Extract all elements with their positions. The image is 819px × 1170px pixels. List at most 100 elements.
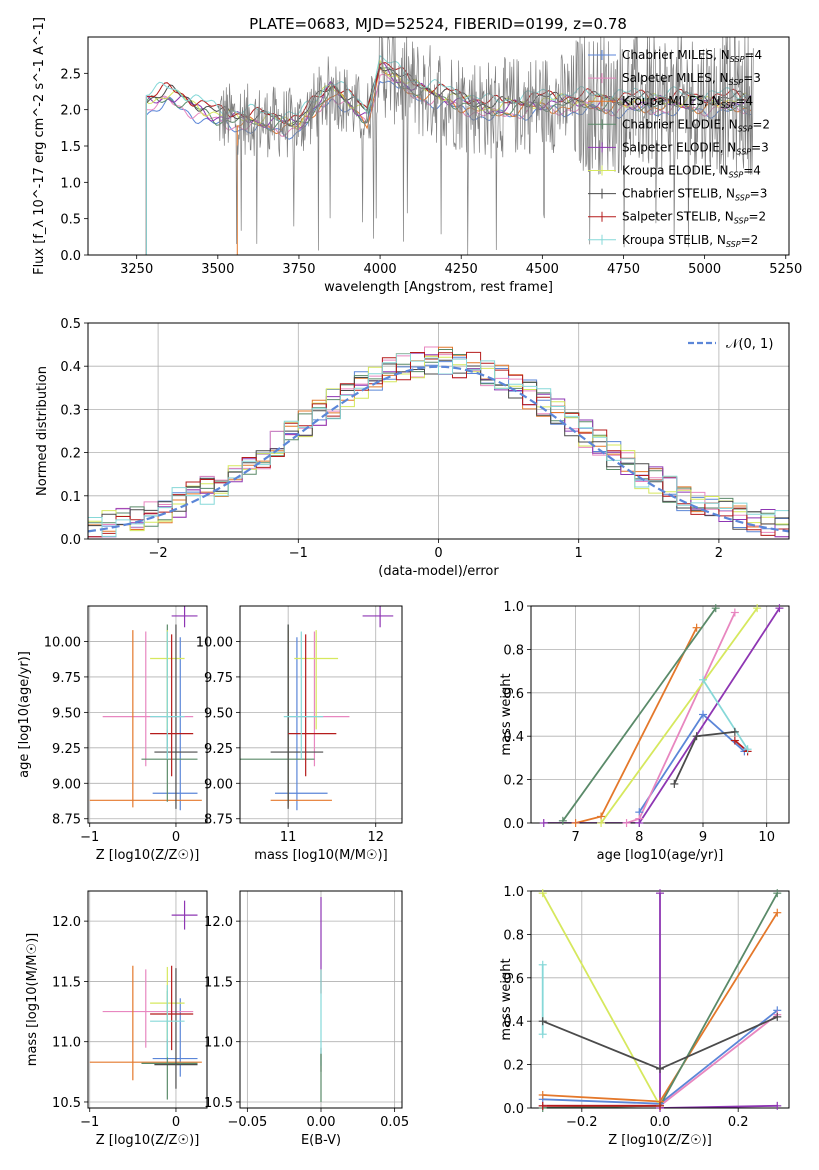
ticks: −1 0 8.75 9.00 9.25 9.50 9.75 10.00 <box>44 635 180 845</box>
y-axis-label: Normed distribution <box>35 366 50 496</box>
y-tick-label: 0.0 <box>503 817 524 832</box>
observed-spectrum <box>217 37 754 255</box>
y-tick-label: 0.4 <box>60 360 81 375</box>
weight-line <box>659 893 778 1108</box>
x-axis-label: E(B-V) <box>301 1133 341 1148</box>
grid <box>88 891 207 1108</box>
weight-line <box>541 892 661 1107</box>
y-tick-label: 10.5 <box>52 1096 81 1111</box>
y-tick-label: 12.0 <box>204 915 233 930</box>
x-axis-label: Z [log10(Z/Z☉)] <box>608 1133 712 1148</box>
y-tick-label: 2.0 <box>60 104 81 119</box>
x-tick-label: 4000 <box>364 262 397 277</box>
legend-label: Salpeter STELIB, NSSP=2 <box>622 210 766 226</box>
x-tick-label: 7 <box>571 830 579 845</box>
y-tick-label: 10.00 <box>44 635 81 650</box>
axes-mass-vs-metallicity: −1 0 10.5 11.0 11.5 12.0 Z [log10(Z/Z☉)] mass [… <box>25 890 208 1148</box>
x-tick-label: −0.05 <box>227 1115 267 1130</box>
legend-label: Kroupa MILES, NSSP=4 <box>622 94 753 110</box>
y-tick-label: 2.5 <box>60 67 81 82</box>
x-tick-label: −2 <box>149 546 168 561</box>
ticks: 11 12 8.75 9.00 9.25 9.50 9.75 10.00 <box>196 635 384 845</box>
legend-label: Chabrier ELODIE, NSSP=2 <box>622 117 770 133</box>
y-tick-label: 0.6 <box>503 972 524 987</box>
x-axis-label: Z [log10(Z/Z☉)] <box>96 1133 200 1148</box>
grid <box>240 606 402 823</box>
x-tick-label: 2 <box>715 546 723 561</box>
weight-line <box>562 607 717 822</box>
y-axis-label: mass weight <box>499 958 514 1040</box>
plot-area <box>240 606 394 811</box>
y-tick-label: 0.8 <box>503 928 524 943</box>
axes-residuals: −2 −1 0 1 2 0.0 0.1 0.2 0.3 0.4 0.5 (data-model)/er… <box>35 317 790 579</box>
x-axis-label: wavelength [Angstrom, rest frame] <box>324 280 553 295</box>
y-tick-label: 1.0 <box>503 600 524 615</box>
axes-frame <box>239 890 403 1109</box>
x-tick-label: 3500 <box>201 262 234 277</box>
x-axis-label: (data-model)/error <box>378 564 499 579</box>
legend-label: Kroupa ELODIE, NSSP=4 <box>622 164 761 180</box>
axes-frame <box>87 322 790 540</box>
axes-mass-vs-extinction: −0.05 0.00 0.05 10.5 11.0 11.5 12.0 E(B-V) <box>204 890 409 1148</box>
y-tick-label: 9.25 <box>52 742 81 757</box>
x-tick-label: 8 <box>635 830 643 845</box>
figure-title: PLATE=0683, MJD=52524, FIBERID=0199, z=0… <box>249 15 627 33</box>
axes-frame <box>87 36 790 256</box>
y-tick-label: 8.75 <box>52 813 81 828</box>
y-tick-label: 10.5 <box>204 1096 233 1111</box>
histogram-salpeter-stelib <box>88 351 789 538</box>
x-tick-label: 4750 <box>607 262 640 277</box>
x-tick-label: 0.00 <box>307 1115 336 1130</box>
x-tick-label: 5000 <box>688 262 721 277</box>
y-tick-label: 11.5 <box>52 975 81 990</box>
y-tick-label: 8.75 <box>204 813 233 828</box>
x-tick-label: 0 <box>172 830 180 845</box>
x-tick-label: 4500 <box>526 262 559 277</box>
legend-label: Chabrier MILES, NSSP=4 <box>622 48 762 64</box>
axes-age-vs-metallicity: −1 0 8.75 9.00 9.25 9.50 9.75 10.00 Z [log10(Z/Z… <box>17 605 208 863</box>
plot-area <box>88 346 789 538</box>
y-tick-label: 0.2 <box>60 447 81 462</box>
x-tick-label: 3250 <box>120 262 153 277</box>
axes-mass-weight-vs-age: 7 8 9 10 0.0 0.2 0.4 0.6 0.8 1.0 age [log10(age/yr… <box>499 600 790 863</box>
y-tick-label: 11.0 <box>52 1036 81 1051</box>
x-tick-label: 4250 <box>445 262 478 277</box>
panels: 3250 3500 3750 4000 4250 4500 4750 5000 52500.00… <box>17 17 802 1148</box>
y-tick-label: 1.0 <box>60 176 81 191</box>
axes-frame <box>87 890 208 1109</box>
y-tick-label: 0.1 <box>60 490 81 505</box>
x-axis-label: age [log10(age/yr)] <box>597 848 724 863</box>
model-line-salpeter-miles <box>117 73 752 255</box>
x-tick-label: 11 <box>280 830 297 845</box>
weight-line <box>673 731 736 785</box>
plot-area <box>117 37 754 255</box>
y-tick-label: 11.0 <box>204 1036 233 1051</box>
y-tick-label: 0.3 <box>60 403 81 418</box>
y-tick-label: 9.25 <box>204 742 233 757</box>
y-tick-label: 1.5 <box>60 140 81 155</box>
legend-label: Salpeter MILES, NSSP=3 <box>622 71 761 87</box>
weight-line <box>575 627 698 823</box>
y-tick-label: 0.0 <box>60 249 81 264</box>
plot-area <box>543 607 781 823</box>
axes-age-vs-mass: 11 12 8.75 9.00 9.25 9.50 9.75 10.00 mass [log10… <box>196 605 403 863</box>
y-axis-label: age [log10(age/yr)] <box>17 651 32 778</box>
x-tick-label: 1 <box>575 546 583 561</box>
y-tick-label: 9.50 <box>52 706 81 721</box>
x-tick-label: 0 <box>172 1115 180 1130</box>
ticks: −0.2 0.0 0.2 0.0 0.2 0.4 0.6 0.8 1.0 <box>503 885 748 1130</box>
y-tick-label: 10.00 <box>196 635 233 650</box>
y-axis-label: mass weight <box>499 673 514 755</box>
y-tick-label: 0.4 <box>503 730 524 745</box>
x-axis-label: mass [log10(M/M☉)] <box>254 848 387 863</box>
ticks: −2 −1 0 1 2 0.0 0.1 0.2 0.3 0.4 0.5 <box>60 317 723 561</box>
y-tick-label: 0.5 <box>60 213 81 228</box>
normal-reference-curve <box>88 365 789 533</box>
x-tick-label: 3750 <box>282 262 315 277</box>
y-axis-label: mass [log10(M/M☉)] <box>25 933 40 1066</box>
y-tick-label: 11.5 <box>204 975 233 990</box>
plot-area <box>541 892 779 1108</box>
y-tick-label: 0.8 <box>503 643 524 658</box>
legend-label: Kroupa STELIB, NSSP=2 <box>622 233 758 249</box>
